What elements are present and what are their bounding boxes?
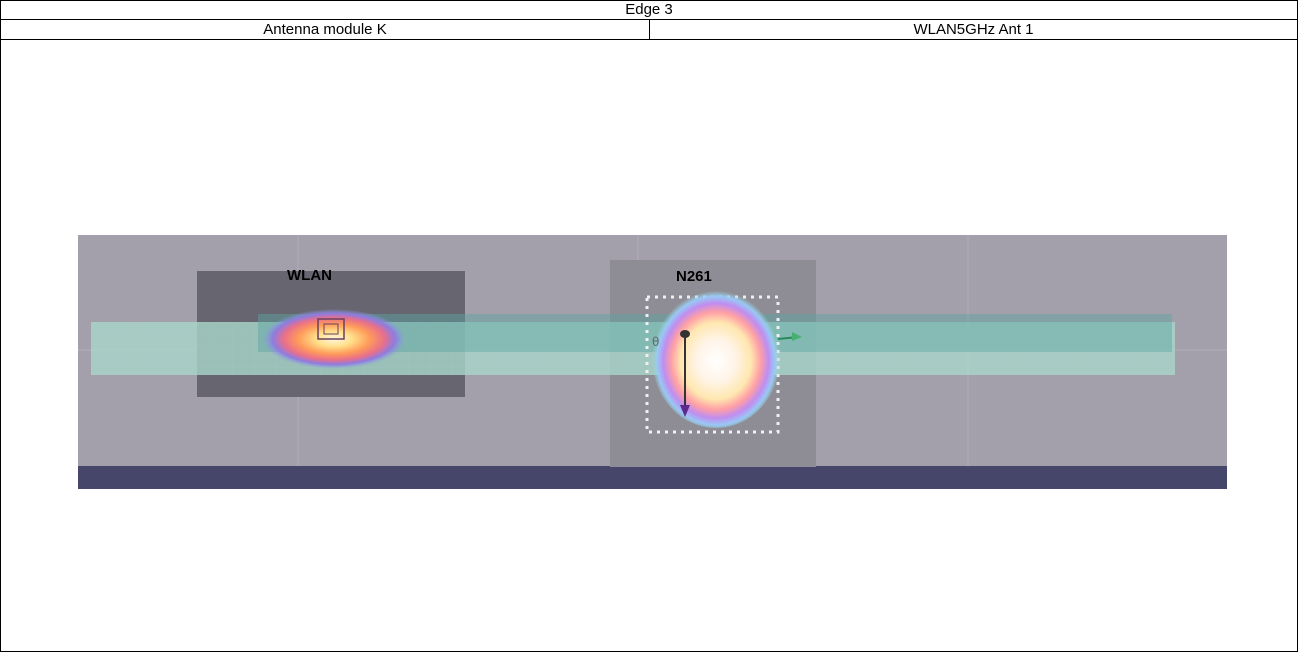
antenna-name-label: WLAN5GHz Ant 1	[913, 21, 1034, 38]
n261-label: N261	[676, 268, 712, 285]
page-title: Edge 3	[1, 1, 1297, 20]
sar-hotspot-image: θ WLAN N261	[78, 235, 1227, 489]
device-edge-band	[78, 466, 1227, 489]
theta-symbol: θ	[652, 335, 659, 349]
n261-hotspot	[652, 288, 780, 428]
wlan-label: WLAN	[287, 267, 332, 284]
sar-distribution-figure: θ WLAN N261	[78, 235, 1227, 489]
antenna-module-label: Antenna module K	[1, 20, 650, 39]
subheader-row: Antenna module K WLAN5GHz Ant 1	[1, 20, 1297, 40]
wlan-peak-marker	[317, 318, 345, 340]
